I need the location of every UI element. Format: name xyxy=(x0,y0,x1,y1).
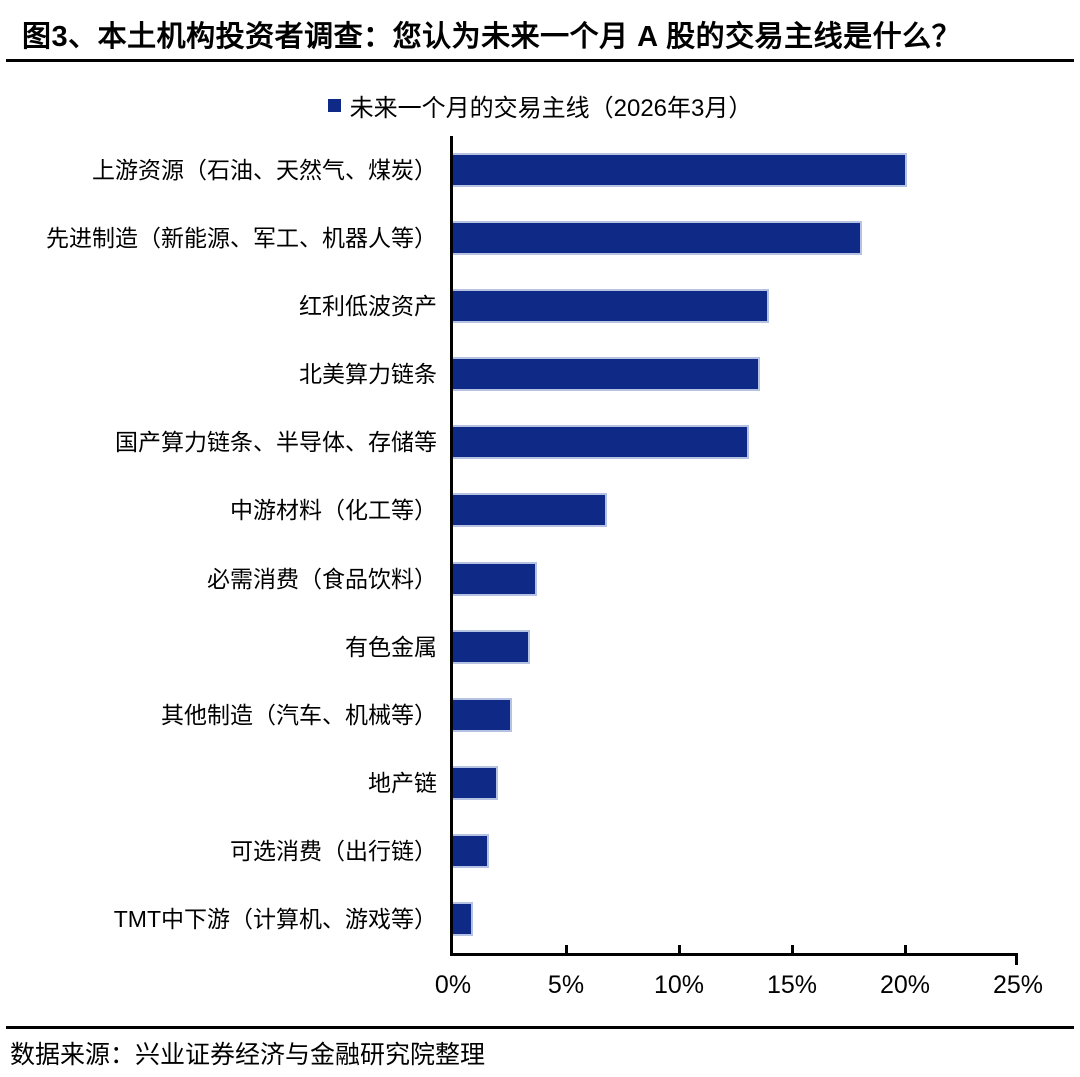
category-label-8: 其他制造（汽车、机械等） xyxy=(161,701,437,728)
category-label-11: TMT中下游（计算机、游戏等） xyxy=(113,905,437,932)
category-label-3: 北美算力链条 xyxy=(299,361,437,388)
x-tick-mark-3 xyxy=(790,945,794,953)
x-tick-label-3: 15% xyxy=(766,971,818,999)
chart-legend: 未来一个月的交易主线（2026年3月） xyxy=(0,88,1080,123)
plot-area xyxy=(453,136,1018,953)
category-label-6: 必需消费（食品饮料） xyxy=(207,565,437,592)
bar-4 xyxy=(453,425,749,460)
bar-11 xyxy=(453,901,473,936)
bar-3 xyxy=(453,357,760,392)
x-tick-label-4: 20% xyxy=(879,971,931,999)
x-tick-label-0: 0% xyxy=(434,971,472,999)
x-tick-mark-4 xyxy=(903,945,907,953)
bar-7 xyxy=(453,629,530,664)
figure-title: 图3、本土机构投资者调查：您认为未来一个月 A 股的交易主线是什么？ xyxy=(22,21,962,53)
category-label-2: 红利低波资产 xyxy=(299,293,437,320)
legend-swatch-icon xyxy=(327,99,341,112)
category-labels: 上游资源（石油、天然气、煤炭） 先进制造（新能源、军工、机器人等） 红利低波资产 北美… xyxy=(0,0,437,1000)
category-label-10: 可选消费（出行链） xyxy=(230,837,437,864)
bar-5 xyxy=(453,493,607,528)
x-tick-mark-5 xyxy=(1015,956,1018,965)
bar-2 xyxy=(453,289,769,324)
x-tick-mark-2 xyxy=(677,945,681,953)
x-tick-label-5: 25% xyxy=(992,971,1044,999)
source-note: 数据来源：兴业证券经济与金融研究院整理 xyxy=(10,1041,486,1069)
bar-1 xyxy=(453,221,862,256)
x-tick-mark-1 xyxy=(564,945,568,953)
bar-8 xyxy=(453,697,512,732)
bar-9 xyxy=(453,765,498,800)
y-axis-line xyxy=(450,136,453,956)
bar-10 xyxy=(453,833,489,868)
title-divider xyxy=(6,59,1074,62)
category-label-5: 中游材料（化工等） xyxy=(230,497,437,524)
x-axis-line xyxy=(450,953,1018,956)
category-label-4: 国产算力链条、半导体、存储等 xyxy=(115,429,437,456)
bar-0 xyxy=(453,153,907,188)
source-divider xyxy=(6,1026,1074,1029)
x-tick-label-2: 10% xyxy=(653,971,705,999)
legend-label: 未来一个月的交易主线（2026年3月） xyxy=(349,95,753,122)
category-label-9: 地产链 xyxy=(368,769,437,796)
x-tick-label-1: 5% xyxy=(547,971,585,999)
category-label-0: 上游资源（石油、天然气、煤炭） xyxy=(92,157,437,184)
bar-6 xyxy=(453,561,537,596)
category-label-7: 有色金属 xyxy=(345,633,437,660)
category-label-1: 先进制造（新能源、军工、机器人等） xyxy=(46,225,437,252)
